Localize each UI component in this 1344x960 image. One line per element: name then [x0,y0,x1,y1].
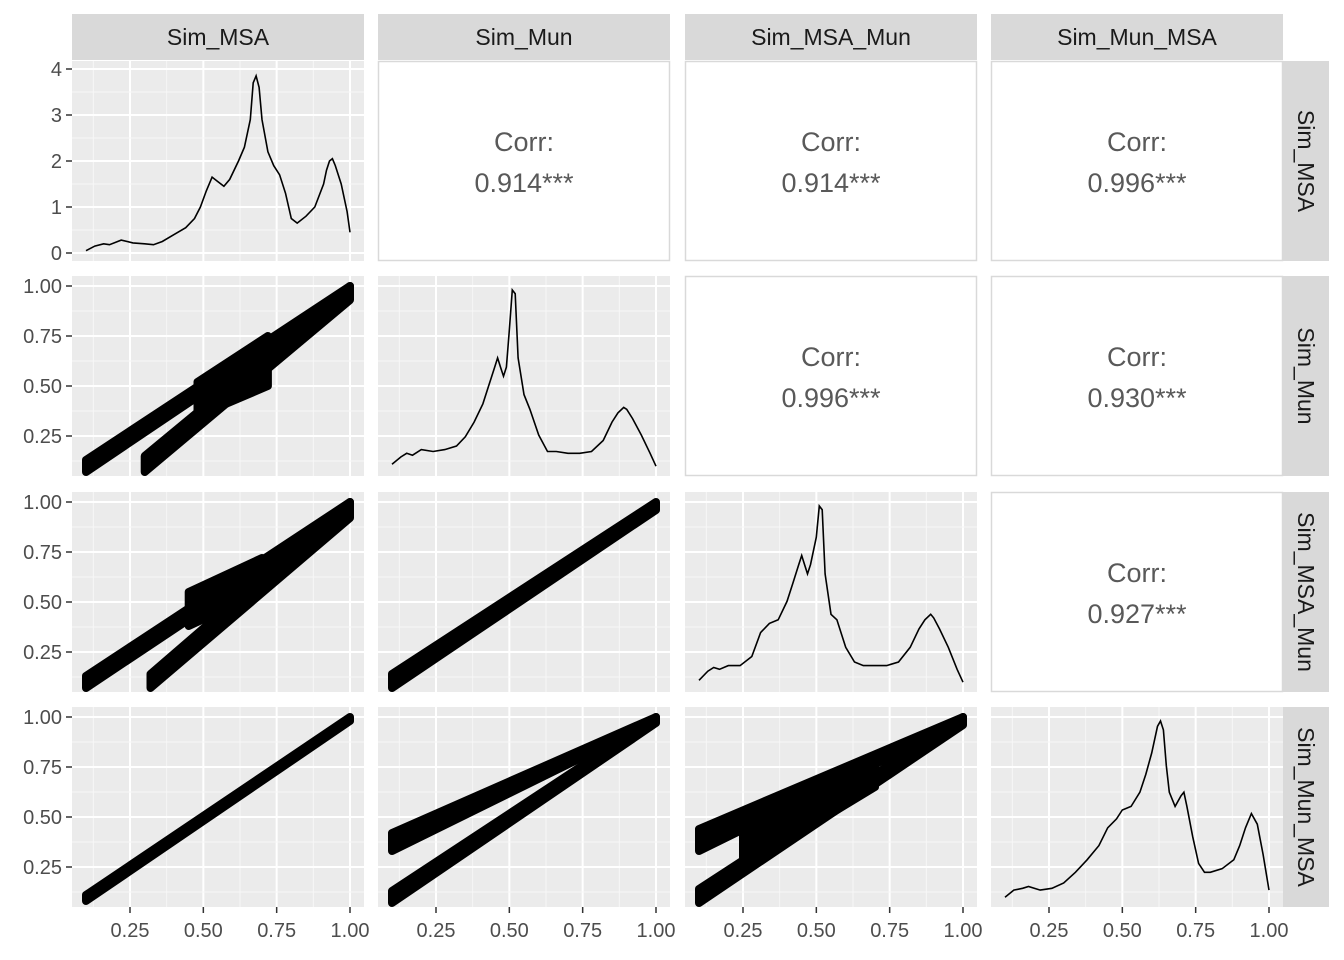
strip-top-label: Sim_Mun_MSA [1057,24,1217,50]
scatter-points-band [388,498,660,692]
scatter-points-band [739,757,879,871]
y-tick-label: 1 [51,197,62,219]
corr-panel [990,275,1284,477]
x-tick-label: 1.00 [331,920,370,942]
y-tick-label: 0.25 [23,642,62,664]
y-tick-label: 0.50 [23,592,62,614]
strip-right-1 [1283,276,1329,476]
y-tick-label: 0.75 [23,757,62,779]
x-tick-label: 0.25 [1030,920,1069,942]
density-curve-Sim_MSA_Mun [698,503,964,683]
corr-label: Corr: [1107,558,1167,588]
scatter-points-band [184,554,266,630]
density-curve-Sim_MSA [85,73,351,252]
x-tick-label: 0.50 [797,920,836,942]
density-curve-Sim_Mun_MSA [1004,719,1270,898]
corr-value: 0.930*** [1087,383,1187,413]
corr-panel [990,491,1284,693]
corr-panel [990,60,1284,262]
corr-value: 0.996*** [781,383,881,413]
corr-label: Corr: [801,342,861,372]
corr-label: Corr: [1107,342,1167,372]
x-tick-label: 0.50 [490,920,529,942]
corr-value: 0.996*** [1087,168,1187,198]
density-curve-Sim_Mun [391,287,657,467]
strip-right-label: Sim_MSA [1293,110,1319,213]
x-tick-label: 1.00 [637,920,676,942]
y-tick-label: 4 [51,59,62,81]
panel-grid [991,707,1283,907]
x-tick-label: 0.50 [184,920,223,942]
strip-top-label: Sim_MSA [167,24,270,50]
x-tick-label: 0.75 [563,920,602,942]
panel-grid [72,61,364,261]
strip-top-0 [72,14,364,60]
strip-top-2 [685,14,977,60]
corr-label: Corr: [801,127,861,157]
y-tick-label: 0.75 [23,326,62,348]
x-tick-label: 0.25 [417,920,456,942]
y-tick-label: 0 [51,243,62,265]
strip-top-1 [378,14,670,60]
corr-panel [684,60,978,262]
scatter-points-band [193,332,272,420]
corr-label: Corr: [1107,127,1167,157]
strip-top-label: Sim_MSA_Mun [751,24,911,50]
y-tick-label: 0.25 [23,426,62,448]
strip-right-label: Sim_MSA_Mun [1293,512,1319,672]
y-tick-label: 0.25 [23,857,62,879]
x-tick-label: 0.75 [257,920,296,942]
corr-panel [377,60,671,262]
scatter-points-band [82,713,354,905]
x-tick-label: 0.25 [111,920,150,942]
x-tick-label: 0.25 [724,920,763,942]
strip-right-3 [1283,707,1329,907]
panel-background [685,492,977,692]
x-tick-label: 1.00 [944,920,983,942]
x-tick-label: 0.75 [870,920,909,942]
scatter-points-band [388,713,660,855]
panel-grid [685,492,977,692]
y-tick-label: 2 [51,151,62,173]
panel-background [378,276,670,476]
corr-panel [684,275,978,477]
corr-value: 0.914*** [474,168,574,198]
y-tick-label: 1.00 [23,492,62,514]
x-tick-label: 0.75 [1176,920,1215,942]
corr-value: 0.914*** [781,168,881,198]
strip-right-0 [1283,61,1329,261]
panel-background [991,707,1283,907]
x-tick-label: 1.00 [1250,920,1289,942]
strip-top-label: Sim_Mun [475,24,572,50]
y-tick-label: 1.00 [23,707,62,729]
y-tick-label: 0.50 [23,807,62,829]
x-tick-label: 0.50 [1103,920,1142,942]
y-tick-label: 0.75 [23,542,62,564]
y-tick-label: 0.50 [23,376,62,398]
strip-right-label: Sim_Mun_MSA [1293,727,1319,887]
strip-right-label: Sim_Mun [1293,327,1319,424]
corr-value: 0.927*** [1087,599,1187,629]
strip-right-2 [1283,492,1329,692]
panel-grid [378,276,670,476]
y-tick-label: 1.00 [23,276,62,298]
y-tick-label: 3 [51,105,62,127]
corr-label: Corr: [494,127,554,157]
panel-grid [72,707,364,907]
strip-top-3 [991,14,1283,60]
